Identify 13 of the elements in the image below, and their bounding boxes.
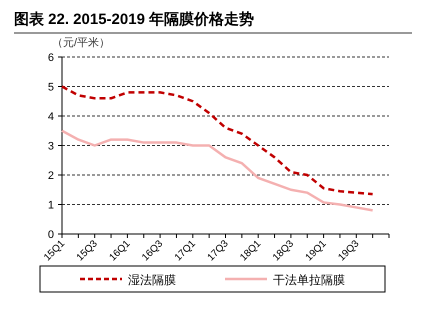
line-series (60, 85, 374, 196)
y-tick-label: 5 (48, 82, 54, 94)
legend-label: 干法单拉隔膜 (273, 273, 345, 287)
y-tick-label: 2 (48, 170, 54, 182)
y-tick-label: 0 (48, 229, 54, 241)
y-tick-label: 4 (48, 111, 54, 123)
line-series (60, 130, 374, 212)
legend-label: 湿法隔膜 (128, 273, 176, 287)
chart-title: 图表 22. 2015-2019 年隔膜价格走势 (14, 11, 254, 28)
y-axis-title: （元/平米） (52, 36, 110, 49)
y-tick-label: 1 (48, 200, 54, 212)
y-tick-label: 3 (48, 140, 54, 152)
y-tick-label: 6 (48, 52, 54, 64)
